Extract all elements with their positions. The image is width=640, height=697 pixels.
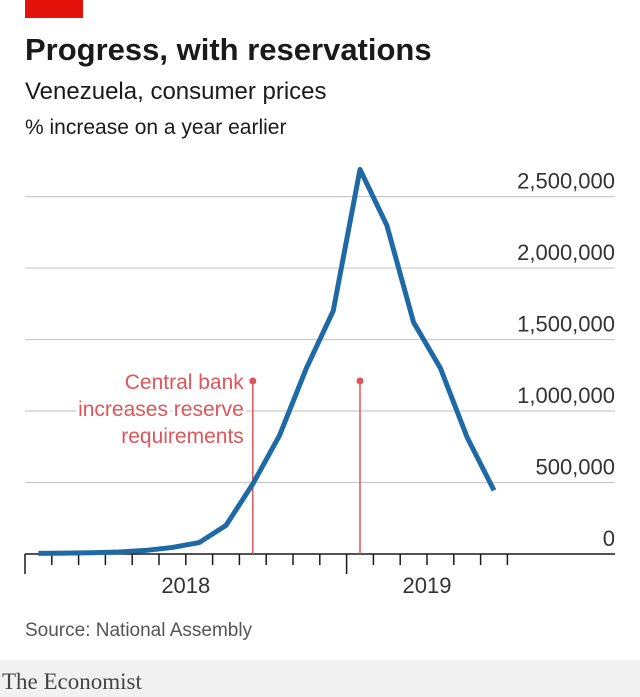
y-tick-label: 1,500,000 [517,312,615,337]
brand: The Economist [2,669,142,694]
series-line [38,166,497,556]
y-tick-label: 2,500,000 [517,169,615,194]
y-tick-label: 500,000 [535,455,615,480]
chart-subtitle: Venezuela, consumer prices [25,78,327,105]
x-tick-label: 2019 [403,573,452,598]
x-tick-label: 2018 [161,573,210,598]
y-tick-label: 0 [603,526,615,551]
source: Source: National Assembly [25,620,253,641]
annotation-dot [249,377,257,385]
y-tick-label: 1,000,000 [517,383,615,408]
annotation-text: Central bank [125,371,245,394]
unit-label: % increase on a year earlier [25,116,286,139]
brand-tag [25,0,83,18]
annotation-dot [356,377,364,385]
annotation-text: requirements [121,425,244,448]
annotation-text: increases reserve [78,398,244,421]
footer [0,660,640,697]
chart-title: Progress, with reservations [25,32,432,67]
y-tick-label: 2,000,000 [517,240,615,265]
